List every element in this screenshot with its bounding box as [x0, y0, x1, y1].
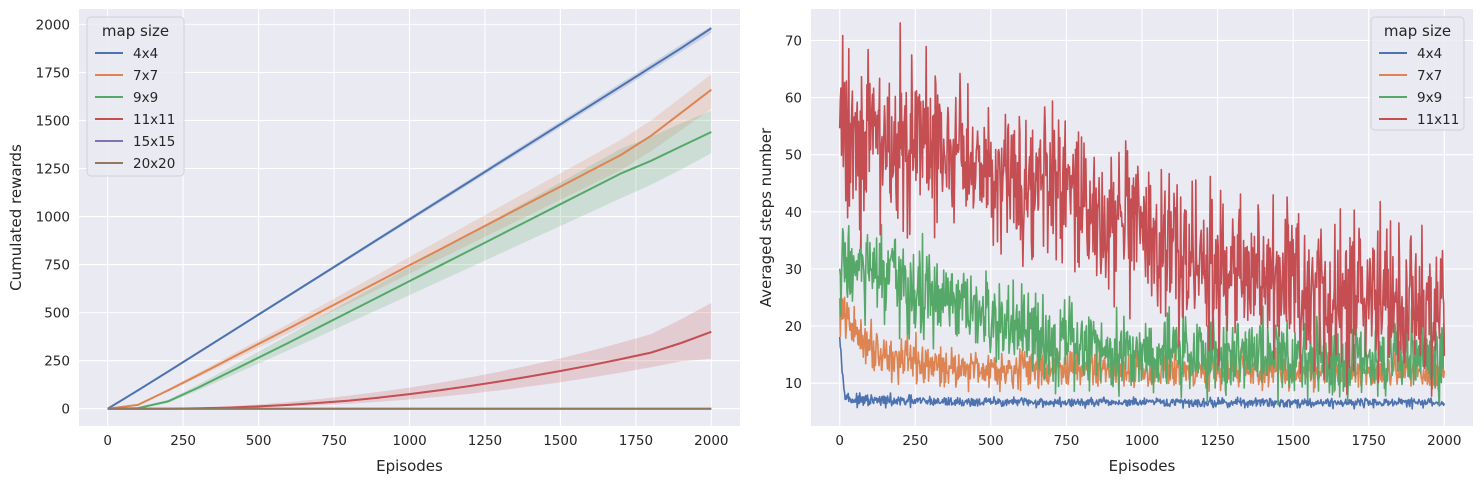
- x-tick-label: 750: [1054, 433, 1080, 449]
- legend: map size 4x4 7x7 9x9 11x11: [1370, 16, 1465, 131]
- x-tick-label: 1000: [1125, 433, 1159, 449]
- y-tick-label: 30: [785, 262, 802, 278]
- x-tick-label: 1750: [619, 433, 653, 449]
- legend-label-15x15: 15x15: [133, 134, 175, 150]
- y-tick-label: 0: [61, 402, 70, 418]
- x-tick-label: 1000: [392, 433, 426, 449]
- x-tick-label: 250: [902, 433, 928, 449]
- series-line-11x11: [838, 22, 1446, 397]
- legend-box: [86, 16, 185, 177]
- y-tick-label: 1750: [36, 65, 70, 81]
- series-line-7x7: [107, 88, 712, 410]
- x-tick-label: 2000: [1427, 433, 1461, 449]
- y-tick-label: 250: [44, 354, 70, 370]
- x-tick-label: 1750: [1352, 433, 1386, 449]
- legend-label-9x9: 9x9: [133, 90, 158, 106]
- x-axis-label: Episodes: [1109, 457, 1176, 475]
- series-line-4x4: [838, 336, 1446, 410]
- x-tick-label: 0: [835, 433, 844, 449]
- y-tick-label: 10: [785, 376, 802, 392]
- series-group: [107, 26, 712, 410]
- x-tick-label: 1500: [1276, 433, 1310, 449]
- x-tick-label: 500: [246, 433, 272, 449]
- x-tick-label: 500: [978, 433, 1004, 449]
- y-tick-label: 50: [785, 148, 802, 164]
- x-axis-label: Episodes: [376, 457, 443, 475]
- y-tick-label: 40: [785, 205, 802, 221]
- legend-label-11x11: 11x11: [1417, 112, 1459, 128]
- legend: map size 4x4 7x7 9x9 11x11 15x15 20x20: [86, 16, 185, 177]
- legend-label-11x11: 11x11: [133, 112, 175, 128]
- series-group: [838, 22, 1446, 410]
- legend-label-4x4: 4x4: [1417, 46, 1442, 62]
- legend-title: map size: [1384, 22, 1451, 40]
- band-11x11: [107, 303, 712, 409]
- series-line-9x9: [107, 131, 712, 410]
- legend-label-7x7: 7x7: [133, 68, 158, 84]
- y-tick-label: 500: [44, 306, 70, 322]
- x-tick-label: 2000: [694, 433, 728, 449]
- y-tick-label: 20: [785, 319, 802, 335]
- y-tick-label: 70: [785, 33, 802, 49]
- steps-chart: 0 250 500 750 1000 1250 1500 1750 2000 10 20 30 40 50…: [757, 9, 1473, 475]
- legend-box: [1370, 16, 1465, 131]
- x-tick-label: 250: [170, 433, 196, 449]
- x-tick-label: 0: [103, 433, 112, 449]
- series-line-9x9: [838, 223, 1446, 406]
- x-tick-label: 1500: [543, 433, 577, 449]
- rewards-chart: 0 250 500 750 1000 1250 1500 1750 2000 0 250 500 750…: [7, 9, 740, 475]
- x-tick-label: 1250: [468, 433, 502, 449]
- y-tick-label: 1000: [36, 210, 70, 226]
- y-tick-label: 60: [785, 91, 802, 107]
- legend-title: map size: [102, 22, 169, 40]
- y-tick-label: 1250: [36, 161, 70, 177]
- series-line-4x4: [107, 27, 712, 410]
- band-4x4: [107, 26, 712, 409]
- legend-label-7x7: 7x7: [1417, 68, 1442, 84]
- y-tick-label: 1500: [36, 113, 70, 129]
- y-axis-label: Cumulated rewards: [7, 144, 25, 291]
- x-tick-label: 1250: [1200, 433, 1234, 449]
- legend-label-20x20: 20x20: [133, 156, 175, 172]
- legend-label-4x4: 4x4: [133, 46, 158, 62]
- band-9x9: [107, 110, 712, 409]
- x-tick-label: 750: [321, 433, 347, 449]
- legend-label-9x9: 9x9: [1417, 90, 1442, 106]
- y-tick-label: 750: [44, 258, 70, 274]
- y-tick-label: 2000: [36, 17, 70, 33]
- y-axis-label: Averaged steps number: [757, 127, 775, 307]
